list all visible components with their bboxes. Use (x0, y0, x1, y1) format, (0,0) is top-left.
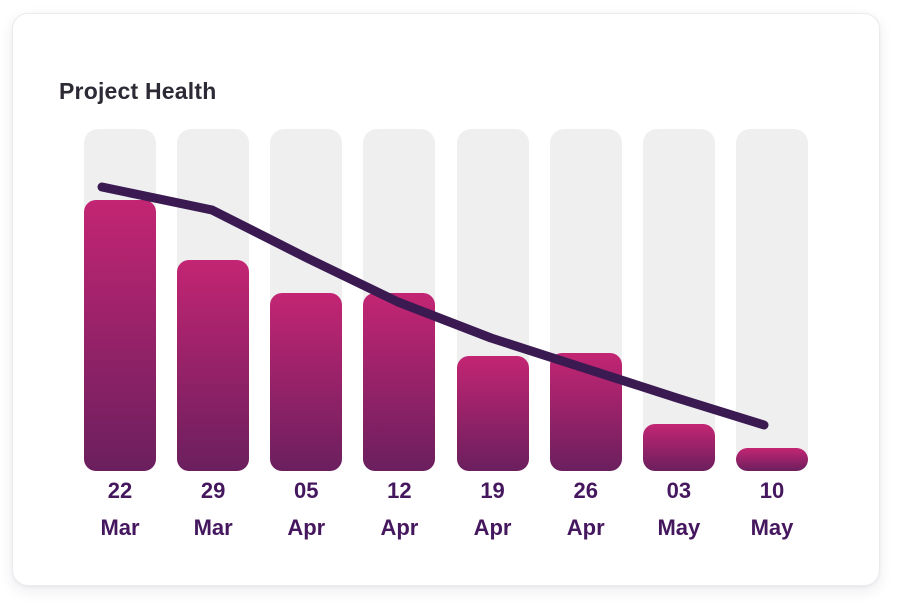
x-axis-day: 29 (200, 478, 226, 503)
bar-track (642, 129, 715, 471)
x-axis-label: 29 Mar (165, 479, 261, 540)
x-axis-day: 22 (107, 478, 133, 503)
bar[interactable] (456, 356, 529, 471)
bar[interactable] (549, 353, 622, 471)
chart-column: 19 Apr (456, 129, 529, 559)
x-axis-label: 19 Apr (445, 479, 541, 540)
x-axis-label: 10 May (724, 479, 820, 540)
bar[interactable] (270, 293, 343, 471)
chart-column: 05 Apr (270, 129, 343, 559)
x-axis-day: 19 (480, 478, 505, 503)
bar[interactable] (363, 293, 436, 471)
chart-title: Project Health (59, 78, 217, 104)
chart-column: 22 Mar (84, 129, 156, 559)
x-axis-day: 10 (759, 478, 785, 503)
x-axis-month: May (657, 515, 701, 540)
chart-column: 26 Apr (549, 129, 622, 559)
x-axis-day: 12 (387, 478, 412, 503)
x-axis-month: Apr (566, 515, 605, 540)
bar[interactable] (642, 424, 715, 471)
x-axis-month: Apr (380, 515, 419, 540)
bar[interactable] (177, 260, 250, 471)
x-axis-label: 05 Apr (258, 479, 354, 540)
bar[interactable] (84, 200, 156, 471)
x-axis-month: Mar (193, 515, 233, 540)
project-health-card: Project Health 22 Mar 29 Mar 05 Apr 12 Apr 19 Apr… (12, 13, 880, 586)
x-axis-month: Apr (287, 515, 326, 540)
chart-column: 29 Mar (177, 129, 250, 559)
x-axis-month: May (750, 515, 794, 540)
bar[interactable] (735, 448, 808, 471)
chart-column: 10 May (735, 129, 808, 559)
x-axis-label: 26 Apr (538, 479, 634, 540)
chart-column: 12 Apr (363, 129, 436, 559)
chart-column: 03 May (642, 129, 715, 559)
x-axis-day: 05 (294, 478, 319, 503)
bar-track (735, 129, 808, 471)
chart-columns: 22 Mar 29 Mar 05 Apr 12 Apr 19 Apr 26 Apr 03 May 10 May (84, 129, 808, 559)
x-axis-label: 12 Apr (351, 479, 447, 540)
x-axis-label: 22 Mar (72, 479, 168, 540)
bar-chart: 22 Mar 29 Mar 05 Apr 12 Apr 19 Apr 26 Apr 03 May 10 May (84, 129, 808, 559)
x-axis-label: 03 May (631, 479, 727, 540)
x-axis-month: Apr (473, 515, 512, 540)
x-axis-day: 26 (573, 478, 598, 503)
x-axis-month: Mar (100, 515, 140, 540)
x-axis-day: 03 (666, 478, 692, 503)
